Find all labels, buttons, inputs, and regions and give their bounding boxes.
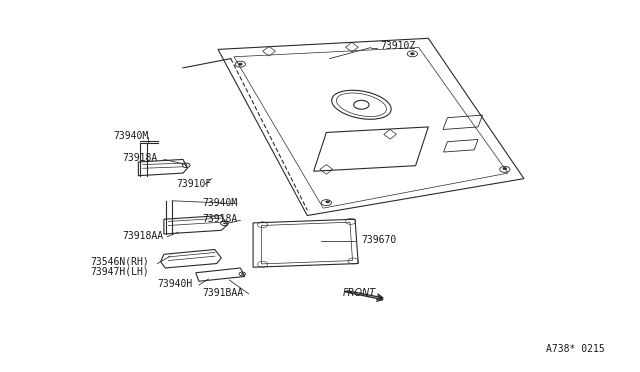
Text: A738* 0215: A738* 0215 xyxy=(546,344,605,354)
Circle shape xyxy=(503,167,507,170)
Text: 73546N(RH): 73546N(RH) xyxy=(91,257,149,267)
Text: 73940H: 73940H xyxy=(157,279,193,289)
Text: 7391BAA: 7391BAA xyxy=(202,288,243,298)
Text: 73910F: 73910F xyxy=(177,179,212,189)
Text: 73947H(LH): 73947H(LH) xyxy=(91,267,149,277)
Text: 73918A: 73918A xyxy=(202,214,237,224)
Text: 739670: 739670 xyxy=(362,234,397,244)
Circle shape xyxy=(239,63,243,65)
Text: 73940M: 73940M xyxy=(113,131,148,141)
Circle shape xyxy=(410,53,414,55)
Text: FRONT: FRONT xyxy=(342,288,376,298)
Text: 73918A: 73918A xyxy=(122,153,157,163)
Circle shape xyxy=(185,164,188,166)
Circle shape xyxy=(326,201,330,203)
Circle shape xyxy=(223,222,226,224)
Text: 73918AA: 73918AA xyxy=(122,231,164,241)
Text: 73910Z: 73910Z xyxy=(381,41,416,51)
Circle shape xyxy=(241,273,244,275)
Text: 73940M: 73940M xyxy=(202,198,237,208)
